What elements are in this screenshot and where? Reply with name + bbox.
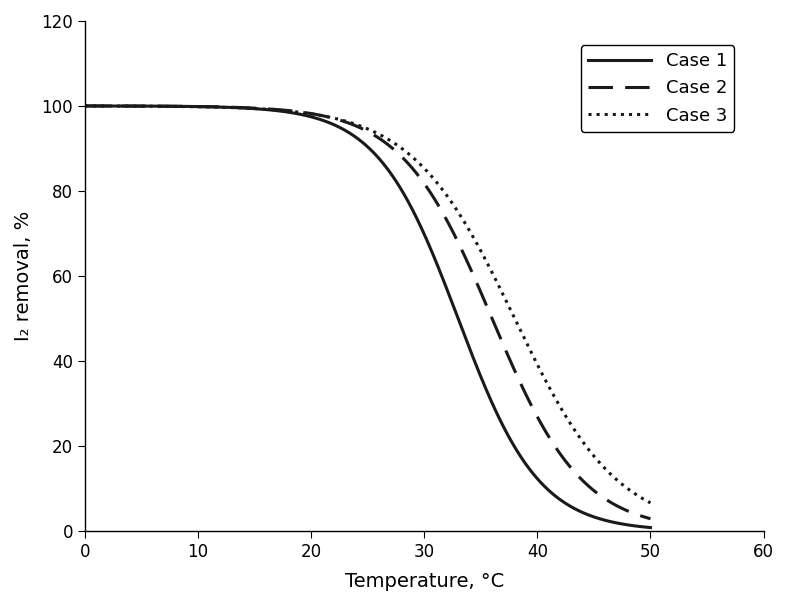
Case 1 <box>180 103 190 110</box>
Case 3 <box>458 215 467 223</box>
Case 3 <box>80 102 90 110</box>
Case 3 <box>506 307 515 314</box>
Case 1 <box>225 104 235 111</box>
Case 1 <box>506 437 515 444</box>
Case 1 <box>336 124 345 131</box>
Case 3 <box>645 499 655 506</box>
Case 1 <box>645 524 655 531</box>
Y-axis label: I₂ removal, %: I₂ removal, % <box>14 211 33 341</box>
Legend: Case 1, Case 2, Case 3: Case 1, Case 2, Case 3 <box>581 45 734 132</box>
Case 2 <box>80 102 90 110</box>
Line: Case 1: Case 1 <box>85 106 650 528</box>
Line: Case 3: Case 3 <box>85 106 650 503</box>
Case 3 <box>180 103 190 110</box>
Case 1 <box>80 102 90 110</box>
Case 2 <box>180 103 190 110</box>
X-axis label: Temperature, °C: Temperature, °C <box>344 572 504 591</box>
Case 2 <box>336 117 345 124</box>
Line: Case 2: Case 2 <box>85 106 650 518</box>
Case 2 <box>414 172 423 179</box>
Case 2 <box>458 248 467 255</box>
Case 1 <box>414 218 423 225</box>
Case 3 <box>225 104 235 111</box>
Case 1 <box>458 327 467 334</box>
Case 2 <box>225 103 235 111</box>
Case 3 <box>336 116 345 123</box>
Case 2 <box>645 515 655 522</box>
Case 3 <box>414 159 423 166</box>
Case 2 <box>506 358 515 365</box>
